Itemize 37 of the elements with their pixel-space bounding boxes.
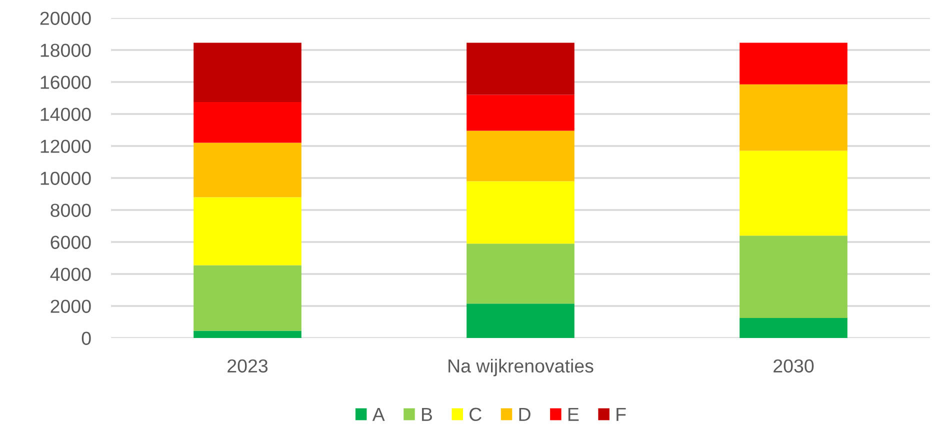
y-tick-label: 14000: [40, 108, 91, 121]
y-tick-label: 2000: [50, 300, 91, 313]
bar: [466, 42, 574, 95]
bar: [194, 102, 302, 143]
legend-label: F: [616, 408, 626, 421]
bar: [740, 236, 848, 318]
bar: [466, 130, 574, 182]
y-tick-label: 20000: [40, 12, 91, 25]
y-tick-label: 16000: [40, 76, 91, 89]
legend-label: A: [372, 408, 385, 421]
y-tick-label: 10000: [40, 172, 91, 185]
bar: [466, 304, 574, 338]
bar: [466, 244, 574, 304]
bar: [466, 94, 574, 131]
bar: [194, 197, 302, 266]
bar: [740, 42, 848, 84]
bar: [194, 265, 302, 331]
y-tick-label: 0: [82, 332, 91, 345]
y-tick-label: 4000: [50, 268, 91, 281]
legend-label: E: [568, 408, 579, 421]
bar: [194, 42, 302, 102]
y-tick-label: 12000: [40, 140, 91, 153]
y-tick-label: 8000: [50, 204, 91, 217]
bar: [740, 84, 848, 151]
bar: [740, 318, 848, 338]
legend-label: C: [470, 408, 482, 422]
bar: [194, 330, 302, 338]
legend-label: D: [519, 408, 530, 421]
x-tick-label: 2023: [228, 359, 268, 373]
y-tick-label: 18000: [40, 44, 91, 57]
bar: [740, 150, 848, 236]
x-tick-label: 2030: [774, 359, 814, 373]
bar: [194, 142, 302, 198]
bar: [466, 181, 574, 244]
y-tick-label: 6000: [50, 236, 91, 249]
legend-label: B: [422, 408, 432, 421]
x-tick-label: Na wijkrenovaties: [448, 358, 594, 376]
